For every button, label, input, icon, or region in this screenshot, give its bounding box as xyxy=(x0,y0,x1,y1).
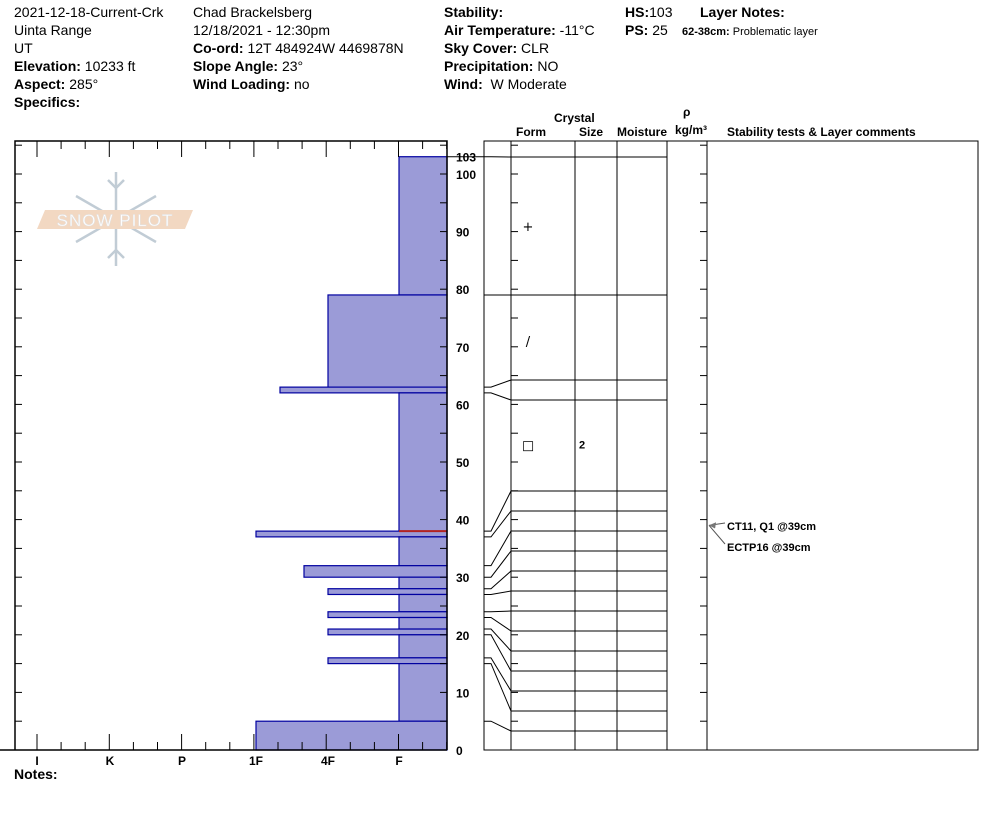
depth-label: 10 xyxy=(456,686,470,700)
crystal-form-symbol: / xyxy=(526,335,531,350)
hardness-layer xyxy=(398,156,448,296)
layer-notes-label: Layer Notes: xyxy=(700,4,785,20)
stability: Stability: xyxy=(444,4,504,20)
hardness-label: F xyxy=(395,754,402,768)
layer-connector xyxy=(484,490,512,532)
depth-label: 40 xyxy=(456,514,470,528)
depth-label: 70 xyxy=(456,341,470,355)
hardness-layer xyxy=(327,294,448,388)
logo-text: SNOW PILOT xyxy=(57,211,174,230)
crystal-form-symbol: □ xyxy=(522,439,534,454)
hs-label: 103 xyxy=(456,151,476,165)
precipitation: Precipitation: NO xyxy=(444,58,559,74)
layer-connector xyxy=(484,379,512,388)
depth-label: 100 xyxy=(456,168,476,182)
hardness-layer xyxy=(303,565,448,578)
hardness-label: P xyxy=(178,754,186,768)
hardness-layer xyxy=(255,720,448,751)
layer-connector xyxy=(484,657,512,692)
depth-label: 80 xyxy=(456,283,470,297)
layer-connector xyxy=(484,570,512,590)
hardness-layer xyxy=(327,628,448,636)
density-header: kg/m³ xyxy=(675,123,708,137)
hardness-layer xyxy=(327,657,448,665)
ps: PS: 25 xyxy=(625,22,668,38)
hardness-label: I xyxy=(35,754,38,768)
stability-test-label: CT11, Q1 @39cm xyxy=(727,521,816,533)
state: UT xyxy=(14,40,33,56)
stability-test-label: ECTP16 @39cm xyxy=(727,542,811,554)
notes-label: Notes: xyxy=(14,766,58,782)
depth-label: 20 xyxy=(456,629,470,643)
crystal-size: 2 xyxy=(579,440,585,452)
rho-header: ρ xyxy=(683,105,691,119)
crystal-form-symbol: + xyxy=(523,220,534,235)
layer-connector xyxy=(484,610,512,613)
hardness-label: 1F xyxy=(249,754,263,768)
depth-label: 30 xyxy=(456,571,470,585)
coord: Co-ord: 12T 484924W 4469878N xyxy=(193,40,404,56)
depth-label: 50 xyxy=(456,456,470,470)
layer-table-frame xyxy=(483,140,979,751)
hardness-frame xyxy=(14,140,448,750)
slope-angle: Slope Angle: 23° xyxy=(193,58,304,74)
wind: Wind: W Moderate xyxy=(444,76,567,92)
depth-label: 90 xyxy=(456,226,470,240)
crystal-header: Crystal xyxy=(554,111,595,125)
layer-note: 62-38cm: Problematic layer xyxy=(682,26,818,38)
snowpilot-logo: SNOW PILOT xyxy=(37,172,193,266)
hardness-layer xyxy=(398,634,448,659)
layer-connector xyxy=(484,530,512,567)
form-header: Form xyxy=(516,125,546,139)
hardness-layer xyxy=(327,611,448,619)
hardness-layer xyxy=(279,386,448,394)
wind-loading: Wind Loading: no xyxy=(193,76,310,92)
hardness-label: K xyxy=(106,754,115,768)
air-temperature: Air Temperature: -11°C xyxy=(444,22,595,38)
layer-connector xyxy=(484,510,512,538)
observer: Chad Brackelsberg xyxy=(193,4,313,20)
depth-label: 60 xyxy=(456,398,470,412)
hardness-layer xyxy=(398,616,448,630)
size-header: Size xyxy=(579,125,604,139)
datetime: 12/18/2021 - 12:30pm xyxy=(193,22,330,38)
hs: HS:103 xyxy=(625,4,673,20)
aspect: Aspect: 285° xyxy=(14,76,99,92)
layer-connector xyxy=(484,628,512,652)
layer-connector xyxy=(484,720,512,732)
layer-connector xyxy=(484,663,512,712)
hardness-layer xyxy=(398,593,448,613)
hardness-layer xyxy=(398,662,448,722)
elevation: Elevation: 10233 ft xyxy=(14,58,136,74)
layer-connector xyxy=(484,392,512,401)
layer-connector xyxy=(484,634,512,672)
moisture-header: Moisture xyxy=(617,125,668,139)
range: Uinta Range xyxy=(14,22,92,38)
hardness-layer xyxy=(398,536,448,567)
arrow-icon xyxy=(709,522,716,529)
layer-connector xyxy=(484,617,512,632)
stability-arrow-line xyxy=(708,525,726,545)
site-name: 2021-12-18-Current-Crk xyxy=(14,4,164,20)
hardness-label: 4F xyxy=(321,754,335,768)
comments-header: Stability tests & Layer comments xyxy=(727,125,916,139)
layer-connector xyxy=(484,550,512,578)
hardness-layer xyxy=(327,588,448,596)
hardness-layer xyxy=(398,392,448,532)
logo-banner xyxy=(37,210,193,229)
hardness-layer xyxy=(398,576,448,590)
sky-cover: Sky Cover: CLR xyxy=(444,40,550,56)
specifics: Specifics: xyxy=(14,94,81,110)
layer-connector xyxy=(484,590,512,595)
depth-label: 0 xyxy=(456,744,463,758)
